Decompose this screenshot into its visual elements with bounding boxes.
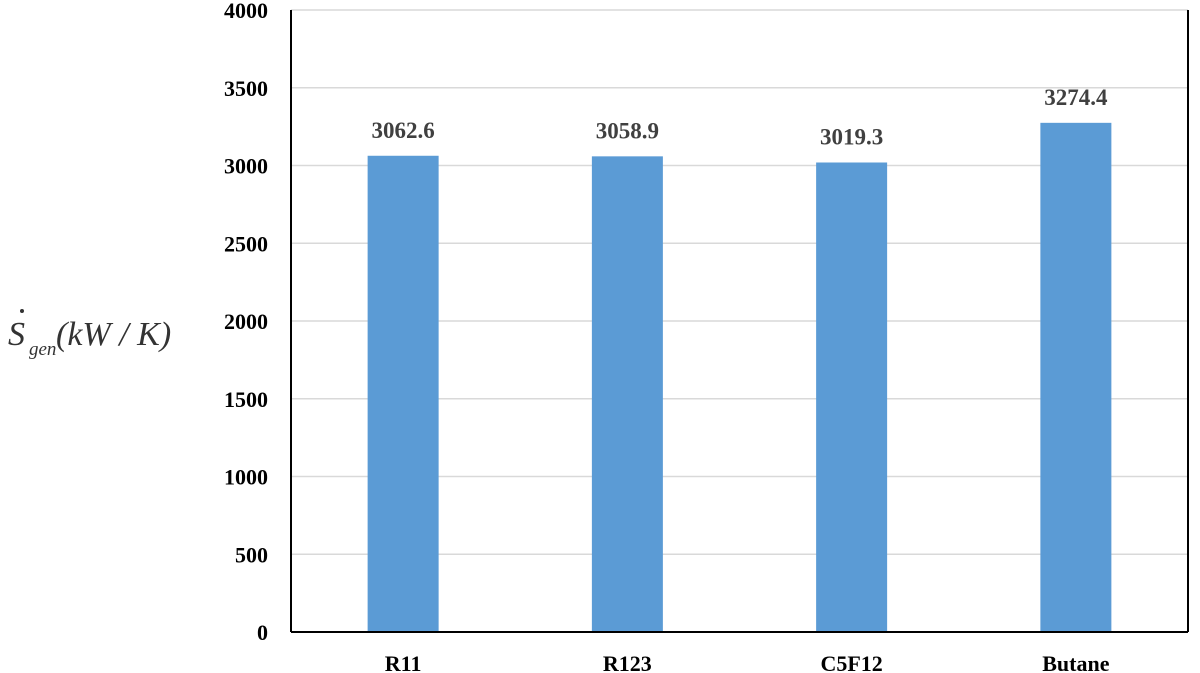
bar-data-label: 3062.6 bbox=[372, 118, 435, 143]
y-tick-label: 500 bbox=[235, 542, 268, 567]
y-tick-label: 2000 bbox=[224, 309, 268, 334]
bars bbox=[367, 122, 1112, 633]
bar-data-label: 3019.3 bbox=[820, 124, 883, 149]
y-tick-label: 0 bbox=[257, 620, 268, 645]
y-axis-label-dot bbox=[20, 309, 24, 313]
x-category-label: Butane bbox=[1042, 651, 1109, 673]
bar bbox=[367, 155, 439, 633]
y-tick-label: 3500 bbox=[224, 76, 268, 101]
y-tick-label: 1000 bbox=[224, 465, 268, 490]
y-axis-label-subscript: gen bbox=[29, 339, 56, 360]
y-axis-label-symbol: S bbox=[8, 316, 25, 353]
y-tick-label: 3000 bbox=[224, 154, 268, 179]
bar-data-label: 3274.4 bbox=[1044, 85, 1108, 110]
y-tick-label: 2500 bbox=[224, 231, 268, 256]
x-category-label: R11 bbox=[385, 651, 422, 673]
bar bbox=[1040, 122, 1112, 632]
bar bbox=[816, 162, 888, 633]
bar bbox=[591, 156, 663, 632]
data-labels: 3062.6 3058.9 3019.3 3274.4 bbox=[372, 85, 1109, 150]
y-tick-label: 4000 bbox=[224, 0, 268, 23]
y-axis-label: S gen (kW / K) bbox=[8, 309, 171, 360]
gridlines bbox=[291, 9, 1188, 555]
y-axis-label-unit: (kW / K) bbox=[56, 316, 171, 353]
y-axis-ticks: 0 500 1000 1500 2000 2500 3000 3500 4000 bbox=[224, 0, 268, 645]
x-category-label: R123 bbox=[603, 651, 652, 673]
x-axis-categories: R11 R123 C5F12 Butane bbox=[385, 651, 1110, 673]
x-category-label: C5F12 bbox=[820, 651, 882, 673]
bar-data-label: 3058.9 bbox=[596, 118, 659, 143]
y-tick-label: 1500 bbox=[224, 387, 268, 412]
